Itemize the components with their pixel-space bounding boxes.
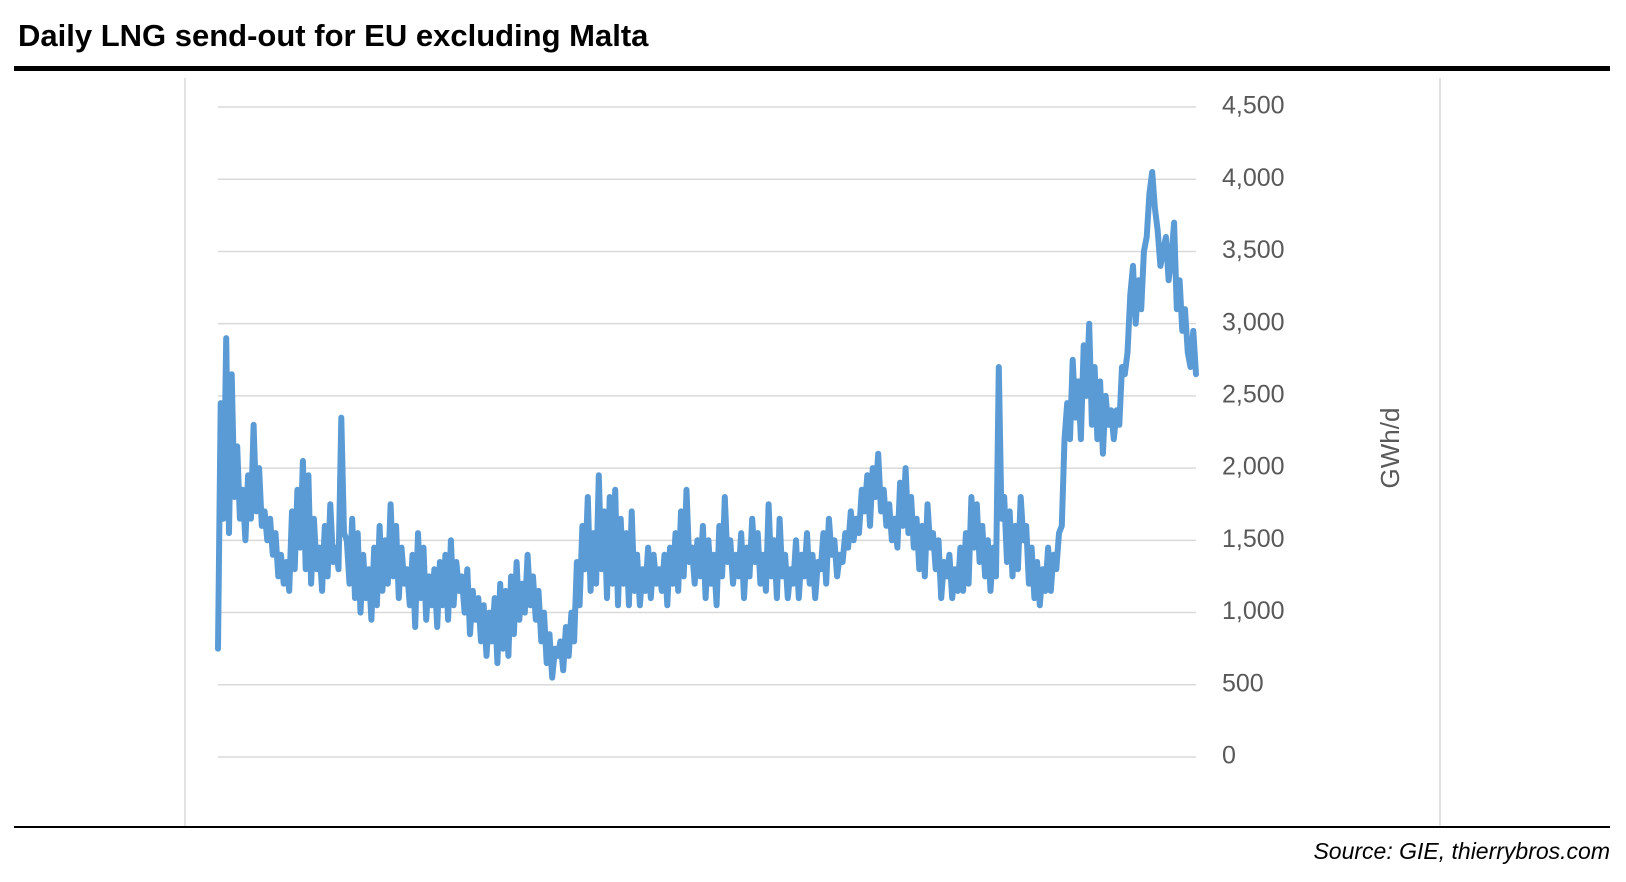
y-tick-label-3000: 3,000 [1222,308,1285,336]
series-line [215,169,1199,681]
y-tick-label-4500: 4,500 [1222,92,1285,120]
y-tick-label-1000: 1,000 [1222,597,1285,625]
gridlines [218,106,1196,758]
title-divider [14,66,1610,71]
source-note: Source: GIE, thierrybros.com [1313,838,1610,864]
footer-divider [14,826,1610,828]
y-tick-label-4000: 4,000 [1222,164,1285,192]
y-tick-label-0: 0 [1222,742,1236,770]
y-tick-label-2500: 2,500 [1222,380,1285,408]
y-tick-label-500: 500 [1222,669,1264,697]
y-tick-label-2000: 2,000 [1222,453,1285,481]
y-axis-tick-labels: 0 500 1,000 1,500 2,000 2,500 3,000 3,500 4,000 4… [1222,92,1285,770]
y-axis-label: GWh/d [1375,408,1405,489]
y-tick-label-3500: 3,500 [1222,236,1285,264]
y-tick-label-1500: 1,500 [1222,525,1285,553]
chart-title: Daily LNG send-out for EU excluding Malt… [18,18,649,53]
